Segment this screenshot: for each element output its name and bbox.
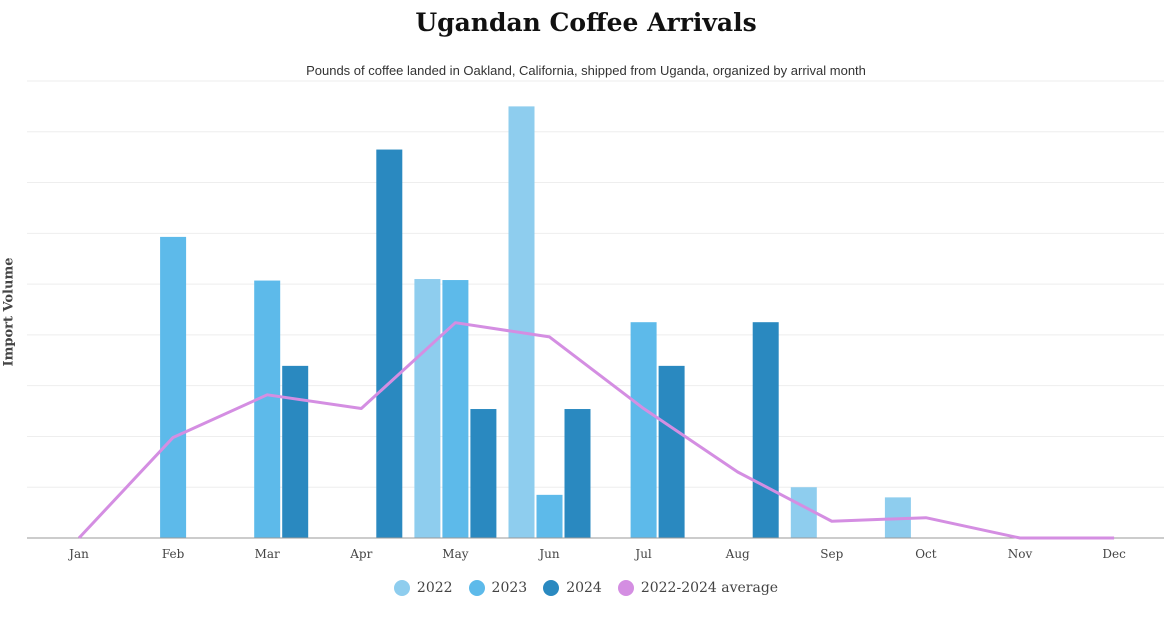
x-tick-may: May (442, 547, 468, 561)
bars-group (160, 106, 911, 539)
bar-2024-jun[interactable] (564, 409, 591, 538)
legend-label: 2024 (566, 580, 602, 596)
x-tick-sep: Sep (820, 547, 843, 561)
x-tick-dec: Dec (1102, 547, 1126, 561)
legend: 2022 2023 2024 2022-2024 average (0, 580, 1172, 596)
average-line-group (77, 321, 1115, 540)
legend-item-average[interactable]: 2022-2024 average (617, 580, 779, 596)
legend-label: 2022-2024 average (640, 580, 779, 596)
chart-subtitle: Pounds of coffee landed in Oakland, Cali… (306, 63, 866, 78)
bar-2022-may[interactable] (414, 279, 441, 538)
bar-2024-may[interactable] (470, 409, 497, 538)
bar-2023-jul[interactable] (630, 322, 657, 538)
bar-2023-may[interactable] (442, 280, 469, 538)
x-tick-mar: Mar (255, 547, 280, 561)
bar-2024-jul[interactable] (658, 365, 685, 538)
x-tick-jun: Jun (537, 547, 560, 561)
bar-2023-mar[interactable] (254, 280, 281, 538)
x-tick-jan: Jan (67, 547, 89, 561)
chart-title: Ugandan Coffee Arrivals (415, 8, 757, 37)
legend-item-2023[interactable]: 2023 (468, 580, 528, 596)
legend-item-2024[interactable]: 2024 (543, 580, 602, 596)
legend-swatch (393, 580, 410, 596)
average-line[interactable] (77, 321, 1115, 540)
bar-2023-feb[interactable] (160, 236, 187, 539)
legend-label: 2022 (416, 580, 453, 596)
grid-lines (27, 80, 1164, 488)
bar-2022-jun[interactable] (508, 106, 535, 538)
legend-item-2022[interactable]: 2022 (393, 580, 453, 596)
x-tick-oct: Oct (915, 547, 937, 561)
bar-2024-mar[interactable] (282, 365, 309, 538)
bar-2023-jun[interactable] (536, 494, 563, 538)
x-tick-nov: Nov (1008, 547, 1033, 561)
bar-2024-apr[interactable] (376, 149, 403, 539)
x-tick-feb: Feb (162, 547, 185, 561)
x-tick-jul: Jul (633, 547, 652, 561)
bar-2024-aug[interactable] (752, 322, 779, 538)
legend-swatch (543, 580, 560, 596)
x-tick-apr: Apr (349, 547, 372, 561)
x-tick-aug: Aug (725, 547, 750, 561)
legend-swatch (617, 580, 634, 596)
legend-swatch (468, 580, 485, 596)
x-tick-labels: Jan Feb Mar Apr May Jun Jul Aug Sep Oct Nov Dec (67, 547, 1126, 561)
legend-label: 2023 (491, 580, 528, 596)
